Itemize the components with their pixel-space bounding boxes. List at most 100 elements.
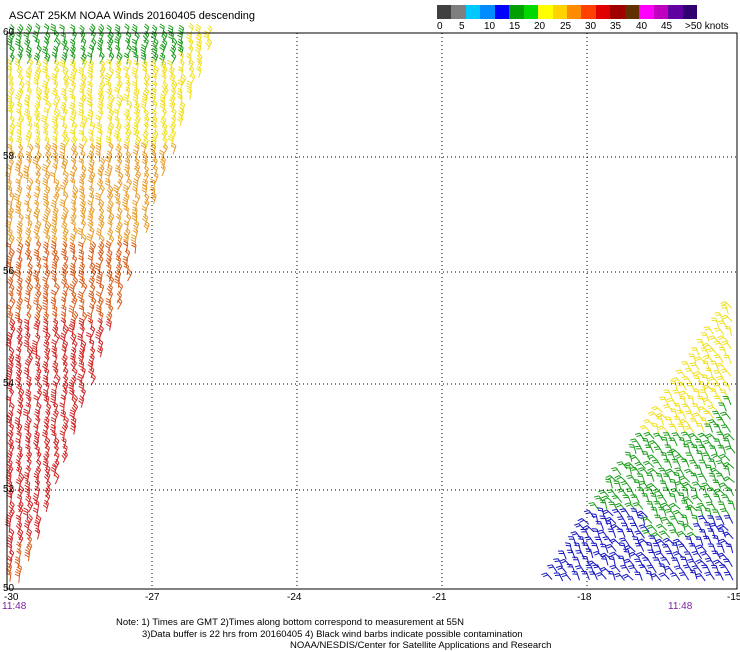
wind-barb	[89, 325, 96, 338]
wind-barb	[637, 538, 650, 546]
wind-barb	[638, 524, 650, 533]
wind-barb	[577, 518, 590, 525]
wind-barb	[675, 369, 686, 378]
wind-barb	[88, 170, 96, 184]
wind-barb	[132, 149, 139, 162]
wind-barb	[86, 233, 93, 246]
wind-barb	[720, 304, 729, 315]
wind-barb	[42, 290, 49, 303]
wind-barb	[684, 425, 695, 434]
wind-barb	[79, 171, 86, 184]
colorbar-label: 25	[560, 21, 572, 32]
wind-barb	[141, 184, 148, 197]
wind-barb	[6, 464, 14, 478]
wind-barb	[45, 408, 51, 421]
wind-barb	[79, 87, 85, 101]
wind-barb	[15, 381, 23, 394]
wind-barb	[42, 304, 48, 317]
wind-barb	[106, 86, 113, 99]
wind-barb	[658, 467, 669, 477]
wind-barb	[123, 205, 129, 218]
wind-barb	[678, 520, 686, 531]
wind-barb	[160, 59, 167, 72]
wind-barb	[115, 135, 122, 148]
wind-barb	[707, 419, 719, 428]
wind-barb	[44, 248, 50, 261]
wind-barb	[8, 507, 15, 520]
wind-barb	[50, 416, 57, 429]
wind-barb	[25, 129, 33, 143]
wind-barb	[663, 565, 674, 574]
wind-barb	[34, 373, 41, 386]
wind-barb	[205, 38, 213, 51]
wind-barb	[52, 100, 59, 113]
wind-barb	[719, 564, 730, 573]
wind-barb	[701, 564, 711, 574]
latitude-label: 52	[3, 484, 15, 495]
colorbar-swatch	[451, 5, 467, 19]
wind-barb	[34, 178, 41, 191]
wind-barb	[694, 573, 706, 582]
wind-barb	[71, 290, 77, 303]
wind-barb	[718, 346, 728, 357]
wind-barb	[45, 492, 51, 505]
wind-barb	[31, 339, 38, 352]
wind-barb	[723, 571, 734, 581]
wind-barb	[96, 121, 102, 134]
wind-barb	[723, 515, 734, 524]
wind-barb	[16, 184, 23, 197]
wind-barb	[99, 157, 106, 170]
wind-barb	[7, 485, 15, 498]
wind-barb	[14, 571, 21, 583]
wind-barb	[69, 115, 75, 128]
wind-barb	[34, 444, 40, 457]
wind-barb	[35, 169, 41, 183]
wind-barb	[107, 199, 114, 213]
wind-barb	[16, 450, 24, 463]
wind-barb	[70, 358, 77, 372]
wind-barb	[117, 178, 123, 191]
wind-barb	[698, 444, 708, 454]
wind-barb	[151, 80, 158, 93]
wind-barb	[87, 164, 94, 177]
wind-barb	[683, 551, 694, 560]
wind-barb	[668, 493, 677, 503]
wind-barb	[72, 367, 78, 380]
wind-barb	[116, 156, 123, 170]
wind-barb	[150, 136, 157, 149]
wind-barb	[22, 408, 29, 421]
wind-barb	[99, 59, 106, 73]
longitude-label: -27	[145, 592, 160, 603]
wind-barb	[661, 543, 672, 553]
wind-barb	[114, 269, 122, 283]
wind-barb	[703, 326, 714, 335]
wind-barb	[714, 571, 724, 581]
wind-barb	[88, 129, 94, 142]
wind-barb	[677, 543, 689, 552]
wind-barb	[26, 282, 34, 296]
wind-barb	[623, 558, 635, 567]
wind-barb	[662, 404, 674, 413]
wind-barb	[662, 432, 673, 442]
wind-barb	[6, 492, 13, 505]
wind-barb	[588, 571, 598, 581]
wind-barb	[720, 411, 731, 420]
wind-barb	[713, 369, 724, 379]
wind-barb	[720, 508, 731, 517]
wind-barb	[161, 72, 167, 85]
wind-barb	[97, 87, 104, 101]
wind-barb	[665, 416, 673, 427]
wind-barb	[691, 481, 703, 490]
wind-barb	[619, 537, 630, 546]
wind-barb	[106, 45, 113, 58]
wind-barb	[142, 87, 150, 100]
wind-barb	[53, 191, 60, 204]
wind-barb	[669, 380, 678, 391]
wind-barb	[77, 333, 83, 345]
wind-barb	[195, 38, 202, 51]
wind-barb	[546, 564, 558, 573]
wind-barb	[97, 198, 105, 212]
wind-barb	[51, 213, 58, 226]
wind-barb	[629, 454, 641, 463]
wind-barb	[194, 23, 201, 36]
